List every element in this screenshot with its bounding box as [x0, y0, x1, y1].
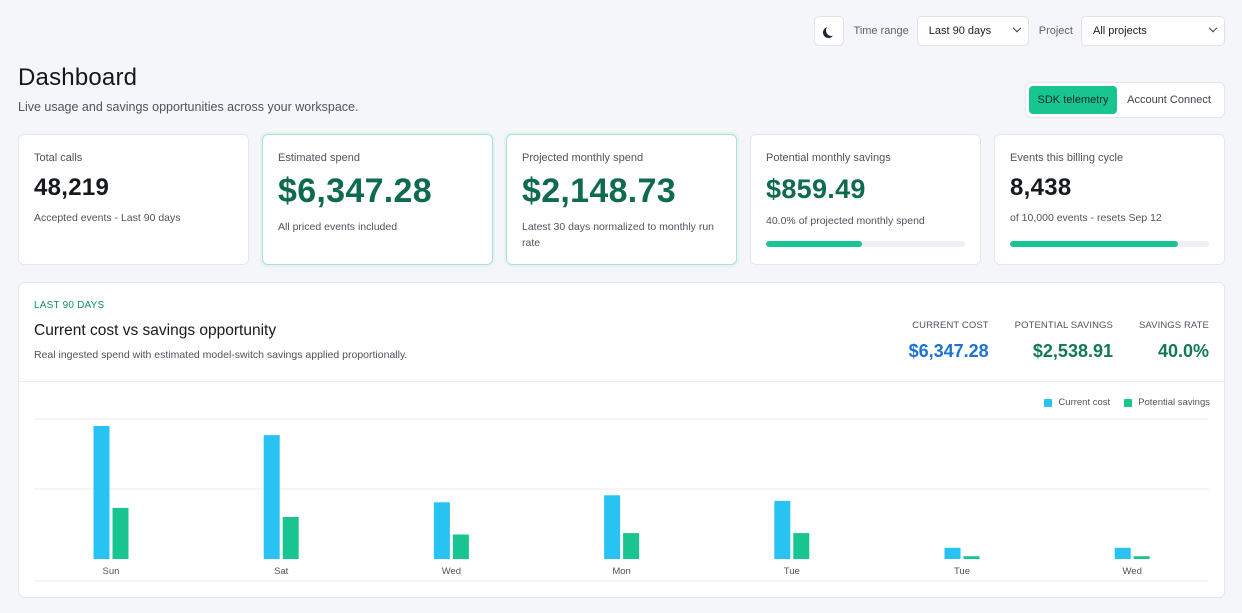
- kpi-label: Estimated spend: [278, 152, 360, 164]
- kpi-label: Total calls: [34, 152, 83, 164]
- project-label: Project: [1038, 25, 1073, 37]
- bar-potential-savings: [793, 533, 810, 559]
- x-tick-label: Mon: [612, 566, 630, 577]
- project-value: All projects: [1093, 25, 1147, 37]
- bar-potential-savings: [452, 534, 469, 559]
- stat-label: POTENTIAL SAVINGS: [1014, 320, 1113, 331]
- kpi-card-estimated-spend: Estimated spend $6,347.28 All priced eve…: [262, 134, 493, 265]
- chevron-down-icon: [1208, 23, 1218, 33]
- stat-label: CURRENT COST: [912, 320, 989, 331]
- x-tick-label: Tue: [784, 566, 800, 577]
- kpi-value: $2,148.73: [522, 172, 676, 210]
- chevron-down-icon: [1012, 23, 1021, 33]
- x-tick-label: Sun: [103, 566, 120, 577]
- progress-fill: [766, 241, 862, 247]
- panel-title: Current cost vs savings opportunity: [34, 322, 277, 339]
- summary-stats: CURRENT COST $6,347.28 POTENTIAL SAVINGS…: [909, 320, 1209, 362]
- panel-eyebrow: LAST 90 DAYS: [34, 300, 105, 311]
- x-tick-label: Wed: [442, 566, 461, 577]
- kpi-note: Latest 30 days normalized to monthly run…: [522, 221, 715, 249]
- bar-potential-savings: [112, 507, 129, 559]
- page-title: Dashboard: [18, 64, 138, 91]
- moon-icon: [826, 25, 837, 36]
- panel-subtitle: Real ingested spend with estimated model…: [34, 349, 408, 361]
- stat-value: $2,538.91: [1032, 341, 1113, 361]
- stat-potential-savings: POTENTIAL SAVINGS $2,538.91: [1015, 320, 1113, 362]
- progress-fill: [1010, 241, 1178, 247]
- cost-savings-panel: LAST 90 DAYS Current cost vs savings opp…: [18, 282, 1225, 598]
- kpi-card-projected-monthly-spend: Projected monthly spend $2,148.73 Latest…: [506, 134, 737, 265]
- kpi-value: $859.49: [766, 174, 866, 204]
- kpi-card-total-calls: Total calls 48,219 Accepted events - Las…: [18, 134, 249, 265]
- stat-current-cost: CURRENT COST $6,347.28: [909, 320, 989, 362]
- kpi-row: Total calls 48,219 Accepted events - Las…: [18, 134, 1225, 265]
- kpi-label: Projected monthly spend: [522, 152, 644, 164]
- bar-current-cost: [93, 426, 110, 559]
- bar-current-cost: [1114, 547, 1131, 559]
- savings-progress-bar: [766, 241, 965, 247]
- bar-current-cost: [604, 495, 621, 559]
- kpi-value: 48,219: [34, 174, 110, 201]
- x-tick-label: Tue: [954, 566, 970, 577]
- cost-savings-bar-chart: Sun Sat Wed Mon Tue Tue Wed: [34, 418, 1209, 582]
- sdk-telemetry-button[interactable]: SDK telemetry: [1029, 86, 1117, 114]
- bar-potential-savings: [963, 556, 980, 559]
- bar-current-cost: [263, 435, 280, 559]
- time-range-value: Last 90 days: [928, 25, 992, 37]
- project-select[interactable]: All projects: [1081, 16, 1225, 46]
- kpi-label: Events this billing cycle: [1010, 152, 1124, 164]
- time-range-label: Time range: [853, 25, 909, 37]
- x-tick-label: Sat: [274, 566, 289, 577]
- stat-value: 40.0%: [1157, 341, 1209, 361]
- stat-savings-rate: SAVINGS RATE 40.0%: [1139, 320, 1209, 362]
- legend-label: Current cost: [1058, 397, 1111, 408]
- kpi-note: All priced events included: [278, 221, 398, 233]
- data-source-toggle: SDK telemetry Account Connect: [1025, 82, 1225, 118]
- page-subtitle: Live usage and savings opportunities acr…: [18, 100, 359, 114]
- kpi-note: 40.0% of projected monthly spend: [766, 215, 925, 227]
- kpi-note: of 10,000 events - resets Sep 12: [1010, 212, 1162, 224]
- kpi-card-potential-monthly-savings: Potential monthly savings $859.49 40.0% …: [750, 134, 981, 265]
- bar-current-cost: [433, 502, 450, 559]
- events-progress-bar: [1010, 241, 1209, 247]
- kpi-card-events-billing-cycle: Events this billing cycle 8,438 of 10,00…: [994, 134, 1225, 265]
- top-toolbar: Time range Last 90 days Project All proj…: [813, 16, 1225, 46]
- legend-swatch: [1044, 398, 1053, 407]
- stat-value: $6,347.28: [908, 341, 989, 361]
- bar-current-cost: [774, 500, 791, 559]
- legend-label: Potential savings: [1138, 397, 1210, 408]
- kpi-value: $6,347.28: [278, 172, 432, 210]
- panel-divider: [19, 381, 1224, 382]
- kpi-label: Potential monthly savings: [766, 152, 891, 164]
- legend-item-current-cost[interactable]: Current cost: [1044, 397, 1110, 408]
- chart-legend: Current cost Potential savings: [1044, 397, 1210, 408]
- bar-potential-savings: [623, 533, 640, 559]
- account-connect-button[interactable]: Account Connect: [1127, 94, 1211, 106]
- time-range-select[interactable]: Last 90 days: [916, 16, 1029, 46]
- theme-toggle-button[interactable]: [813, 16, 844, 46]
- legend-item-potential-savings[interactable]: Potential savings: [1124, 397, 1210, 408]
- x-tick-label: Wed: [1123, 566, 1142, 577]
- kpi-note: Accepted events - Last 90 days: [34, 212, 181, 224]
- kpi-value: 8,438: [1010, 174, 1072, 201]
- bar-potential-savings: [282, 517, 299, 559]
- bar-potential-savings: [1133, 556, 1150, 559]
- legend-swatch: [1124, 398, 1133, 407]
- stat-label: SAVINGS RATE: [1138, 320, 1209, 331]
- bar-current-cost: [944, 547, 961, 559]
